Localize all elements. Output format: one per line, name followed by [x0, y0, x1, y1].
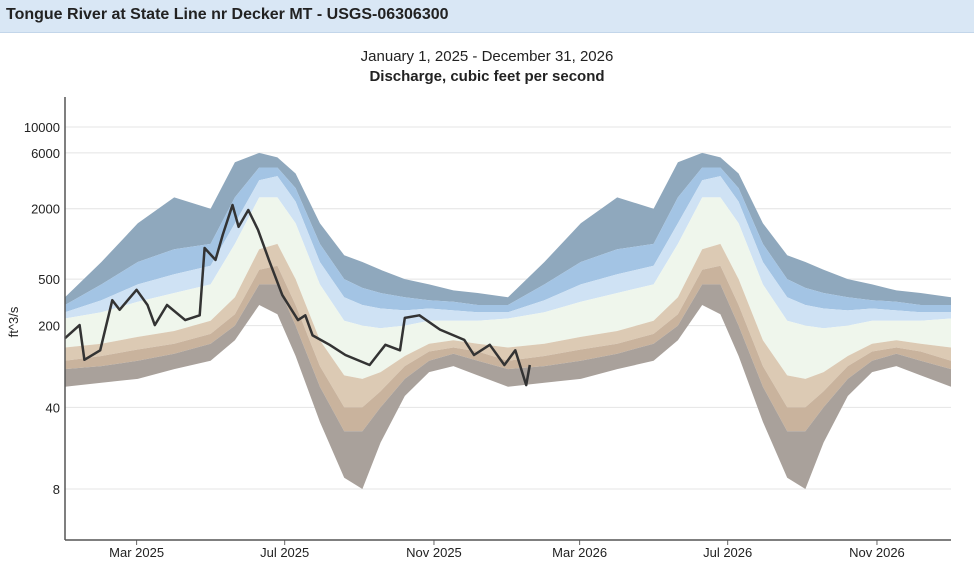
y-tick-label: 200 [38, 319, 60, 334]
x-tick-label: Jul 2026 [703, 545, 752, 560]
y-tick-label: 10000 [24, 120, 60, 135]
x-tick-label: Nov 2026 [849, 545, 905, 560]
y-tick-label: 8 [53, 482, 60, 497]
chart-parameter: Discharge, cubic feet per second [369, 68, 605, 85]
x-tick-label: Jul 2025 [260, 545, 309, 560]
percentile-band-p75-p25 [65, 197, 951, 379]
y-tick-label: 2000 [31, 202, 60, 217]
y-tick-label: 6000 [31, 146, 60, 161]
percentile-band-max-p95 [65, 152, 951, 305]
chart-date-range: January 1, 2025 - December 31, 2026 [360, 48, 614, 65]
x-tick-label: Mar 2025 [109, 545, 164, 560]
percentile-band-p5-min [65, 284, 951, 489]
station-title: Tongue River at State Line nr Decker MT … [6, 6, 449, 23]
y-tick-label: 40 [46, 400, 60, 415]
percentile-band-p25-p10 [65, 243, 951, 408]
y-tick-label: 500 [38, 272, 60, 287]
x-tick-label: Mar 2026 [552, 545, 607, 560]
percentile-band-p90-p75 [65, 176, 951, 329]
y-axis-label: ft^3/s [6, 306, 21, 337]
x-tick-label: Nov 2025 [406, 545, 462, 560]
station-header: Tongue River at State Line nr Decker MT … [0, 0, 974, 33]
